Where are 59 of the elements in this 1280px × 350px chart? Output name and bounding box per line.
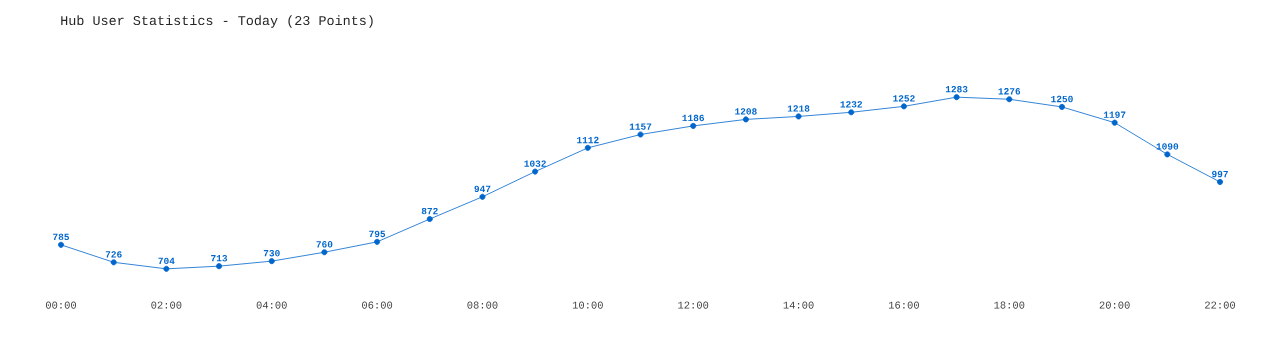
data-label: 872 bbox=[421, 207, 438, 215]
point bbox=[1217, 178, 1224, 185]
x-tick-label: 08:00 bbox=[467, 301, 498, 309]
data-label: 1197 bbox=[1103, 111, 1126, 118]
point bbox=[795, 113, 802, 120]
point bbox=[1006, 96, 1013, 103]
data-label: 1218 bbox=[787, 105, 810, 112]
point bbox=[479, 193, 486, 200]
data-label: 760 bbox=[316, 241, 333, 248]
data-label: 1186 bbox=[682, 114, 705, 122]
data-label: 1157 bbox=[629, 123, 652, 130]
data-label: 795 bbox=[369, 230, 386, 238]
x-tick-label: 14:00 bbox=[783, 301, 814, 309]
point bbox=[584, 144, 591, 151]
point bbox=[690, 122, 697, 129]
data-label: 1252 bbox=[893, 95, 915, 102]
x-tick-label: 00:00 bbox=[45, 301, 77, 309]
data-label: 1232 bbox=[840, 101, 863, 108]
x-tick-label: 06:00 bbox=[362, 301, 393, 309]
point bbox=[321, 249, 328, 256]
x-tick-label: 16:00 bbox=[888, 301, 919, 309]
data-label: 726 bbox=[105, 251, 122, 258]
point bbox=[742, 116, 749, 123]
x-tick-label: 02:00 bbox=[151, 301, 182, 309]
point bbox=[110, 259, 117, 266]
point bbox=[1164, 151, 1171, 158]
point bbox=[532, 168, 539, 175]
data-label: 730 bbox=[263, 249, 280, 257]
chart-title: Hub User Statistics - Today (23 Points) bbox=[61, 15, 373, 28]
point bbox=[848, 109, 855, 116]
point bbox=[268, 258, 275, 265]
x-tick-label: 04:00 bbox=[256, 301, 287, 309]
data-label: 704 bbox=[158, 257, 175, 265]
data-label: 1112 bbox=[577, 136, 599, 144]
data-label: 713 bbox=[211, 255, 228, 262]
data-label: 1032 bbox=[524, 160, 546, 167]
point bbox=[900, 103, 907, 110]
data-label: 947 bbox=[474, 185, 491, 193]
data-label: 1250 bbox=[1051, 95, 1073, 103]
point bbox=[374, 238, 381, 245]
data-label: 997 bbox=[1212, 170, 1228, 178]
x-tick-label: 18:00 bbox=[994, 301, 1025, 309]
point bbox=[1111, 119, 1118, 126]
x-tick-label: 12:00 bbox=[678, 301, 709, 309]
point bbox=[163, 265, 170, 272]
point bbox=[637, 131, 644, 138]
point bbox=[426, 216, 433, 223]
data-label: 1090 bbox=[1156, 143, 1179, 150]
point bbox=[953, 94, 960, 101]
x-tick-label: 20:00 bbox=[1099, 301, 1130, 309]
x-tick-label: 22:00 bbox=[1205, 301, 1236, 309]
point bbox=[1058, 103, 1065, 110]
data-label: 1276 bbox=[998, 88, 1021, 95]
x-tick-label: 10:00 bbox=[572, 301, 603, 309]
point bbox=[58, 241, 64, 248]
point bbox=[216, 263, 223, 270]
data-label: 785 bbox=[53, 233, 70, 241]
data-label: 1283 bbox=[945, 86, 968, 93]
data-label: 1208 bbox=[735, 108, 757, 115]
